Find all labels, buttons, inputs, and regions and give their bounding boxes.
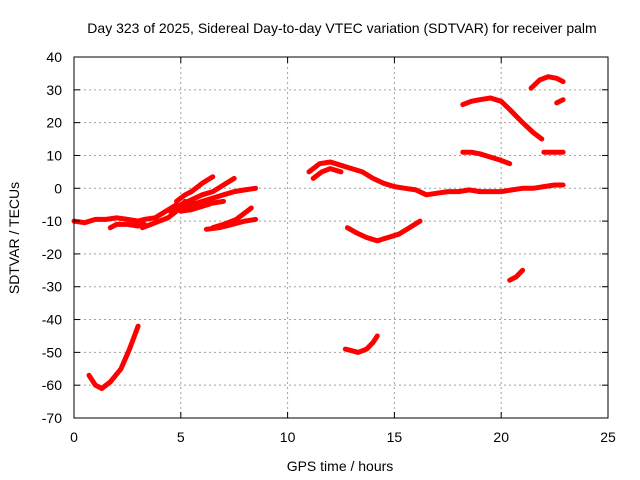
series-trace-12: [413, 182, 566, 198]
series-trace-06: [178, 185, 259, 211]
series-trace-04: [174, 174, 216, 204]
chart-title: Day 323 of 2025, Sidereal Day-to-day VTE…: [87, 20, 596, 36]
y-tick-label: -30: [42, 279, 62, 295]
series-trace-14: [344, 218, 423, 244]
series-trace-02: [107, 221, 147, 231]
x-tick-label: 10: [280, 429, 296, 445]
y-tick-label: 10: [46, 147, 62, 163]
series-layer: [71, 74, 566, 391]
y-tick-label: 20: [46, 115, 62, 131]
series-trace-03: [139, 198, 188, 231]
series-trace-10: [86, 323, 141, 391]
y-tick-label: -50: [42, 344, 62, 360]
ticks: 0 5 10 15 20 25 -70 -60 -50 -40 -30 -20 -10 0 10 20 30 40: [42, 49, 616, 445]
x-tick-label: 5: [177, 429, 185, 445]
grid: [74, 57, 608, 418]
series-trace-13: [310, 166, 344, 181]
y-tick-label: 30: [46, 82, 62, 98]
series-trace-09: [210, 205, 254, 231]
y-tick-label: 0: [54, 180, 62, 196]
y-tick-label: -20: [42, 246, 62, 262]
y-axis-label: SDTVAR / TECUs: [6, 182, 22, 294]
y-tick-label: -70: [42, 410, 62, 426]
x-axis-label: GPS time / hours: [287, 458, 394, 474]
y-tick-label: 40: [46, 49, 62, 65]
plot-frame: [73, 56, 609, 419]
series-trace-17: [460, 149, 513, 167]
y-tick-label: -60: [42, 377, 62, 393]
series-trace-11: [306, 159, 419, 193]
series-trace-16: [460, 95, 545, 142]
series-trace-05: [167, 175, 237, 214]
series-trace-20: [554, 97, 566, 106]
series-trace-07: [178, 198, 226, 214]
series-trace-15: [342, 333, 380, 355]
series-trace-01: [71, 202, 179, 226]
x-tick-label: 25: [600, 429, 616, 445]
series-trace-18: [507, 267, 526, 283]
x-tick-label: 15: [387, 429, 403, 445]
series-trace-19: [528, 74, 566, 91]
y-tick-label: -40: [42, 312, 62, 328]
x-tick-label: 0: [70, 429, 78, 445]
x-tick-label: 20: [493, 429, 509, 445]
y-tick-label: -10: [42, 213, 62, 229]
